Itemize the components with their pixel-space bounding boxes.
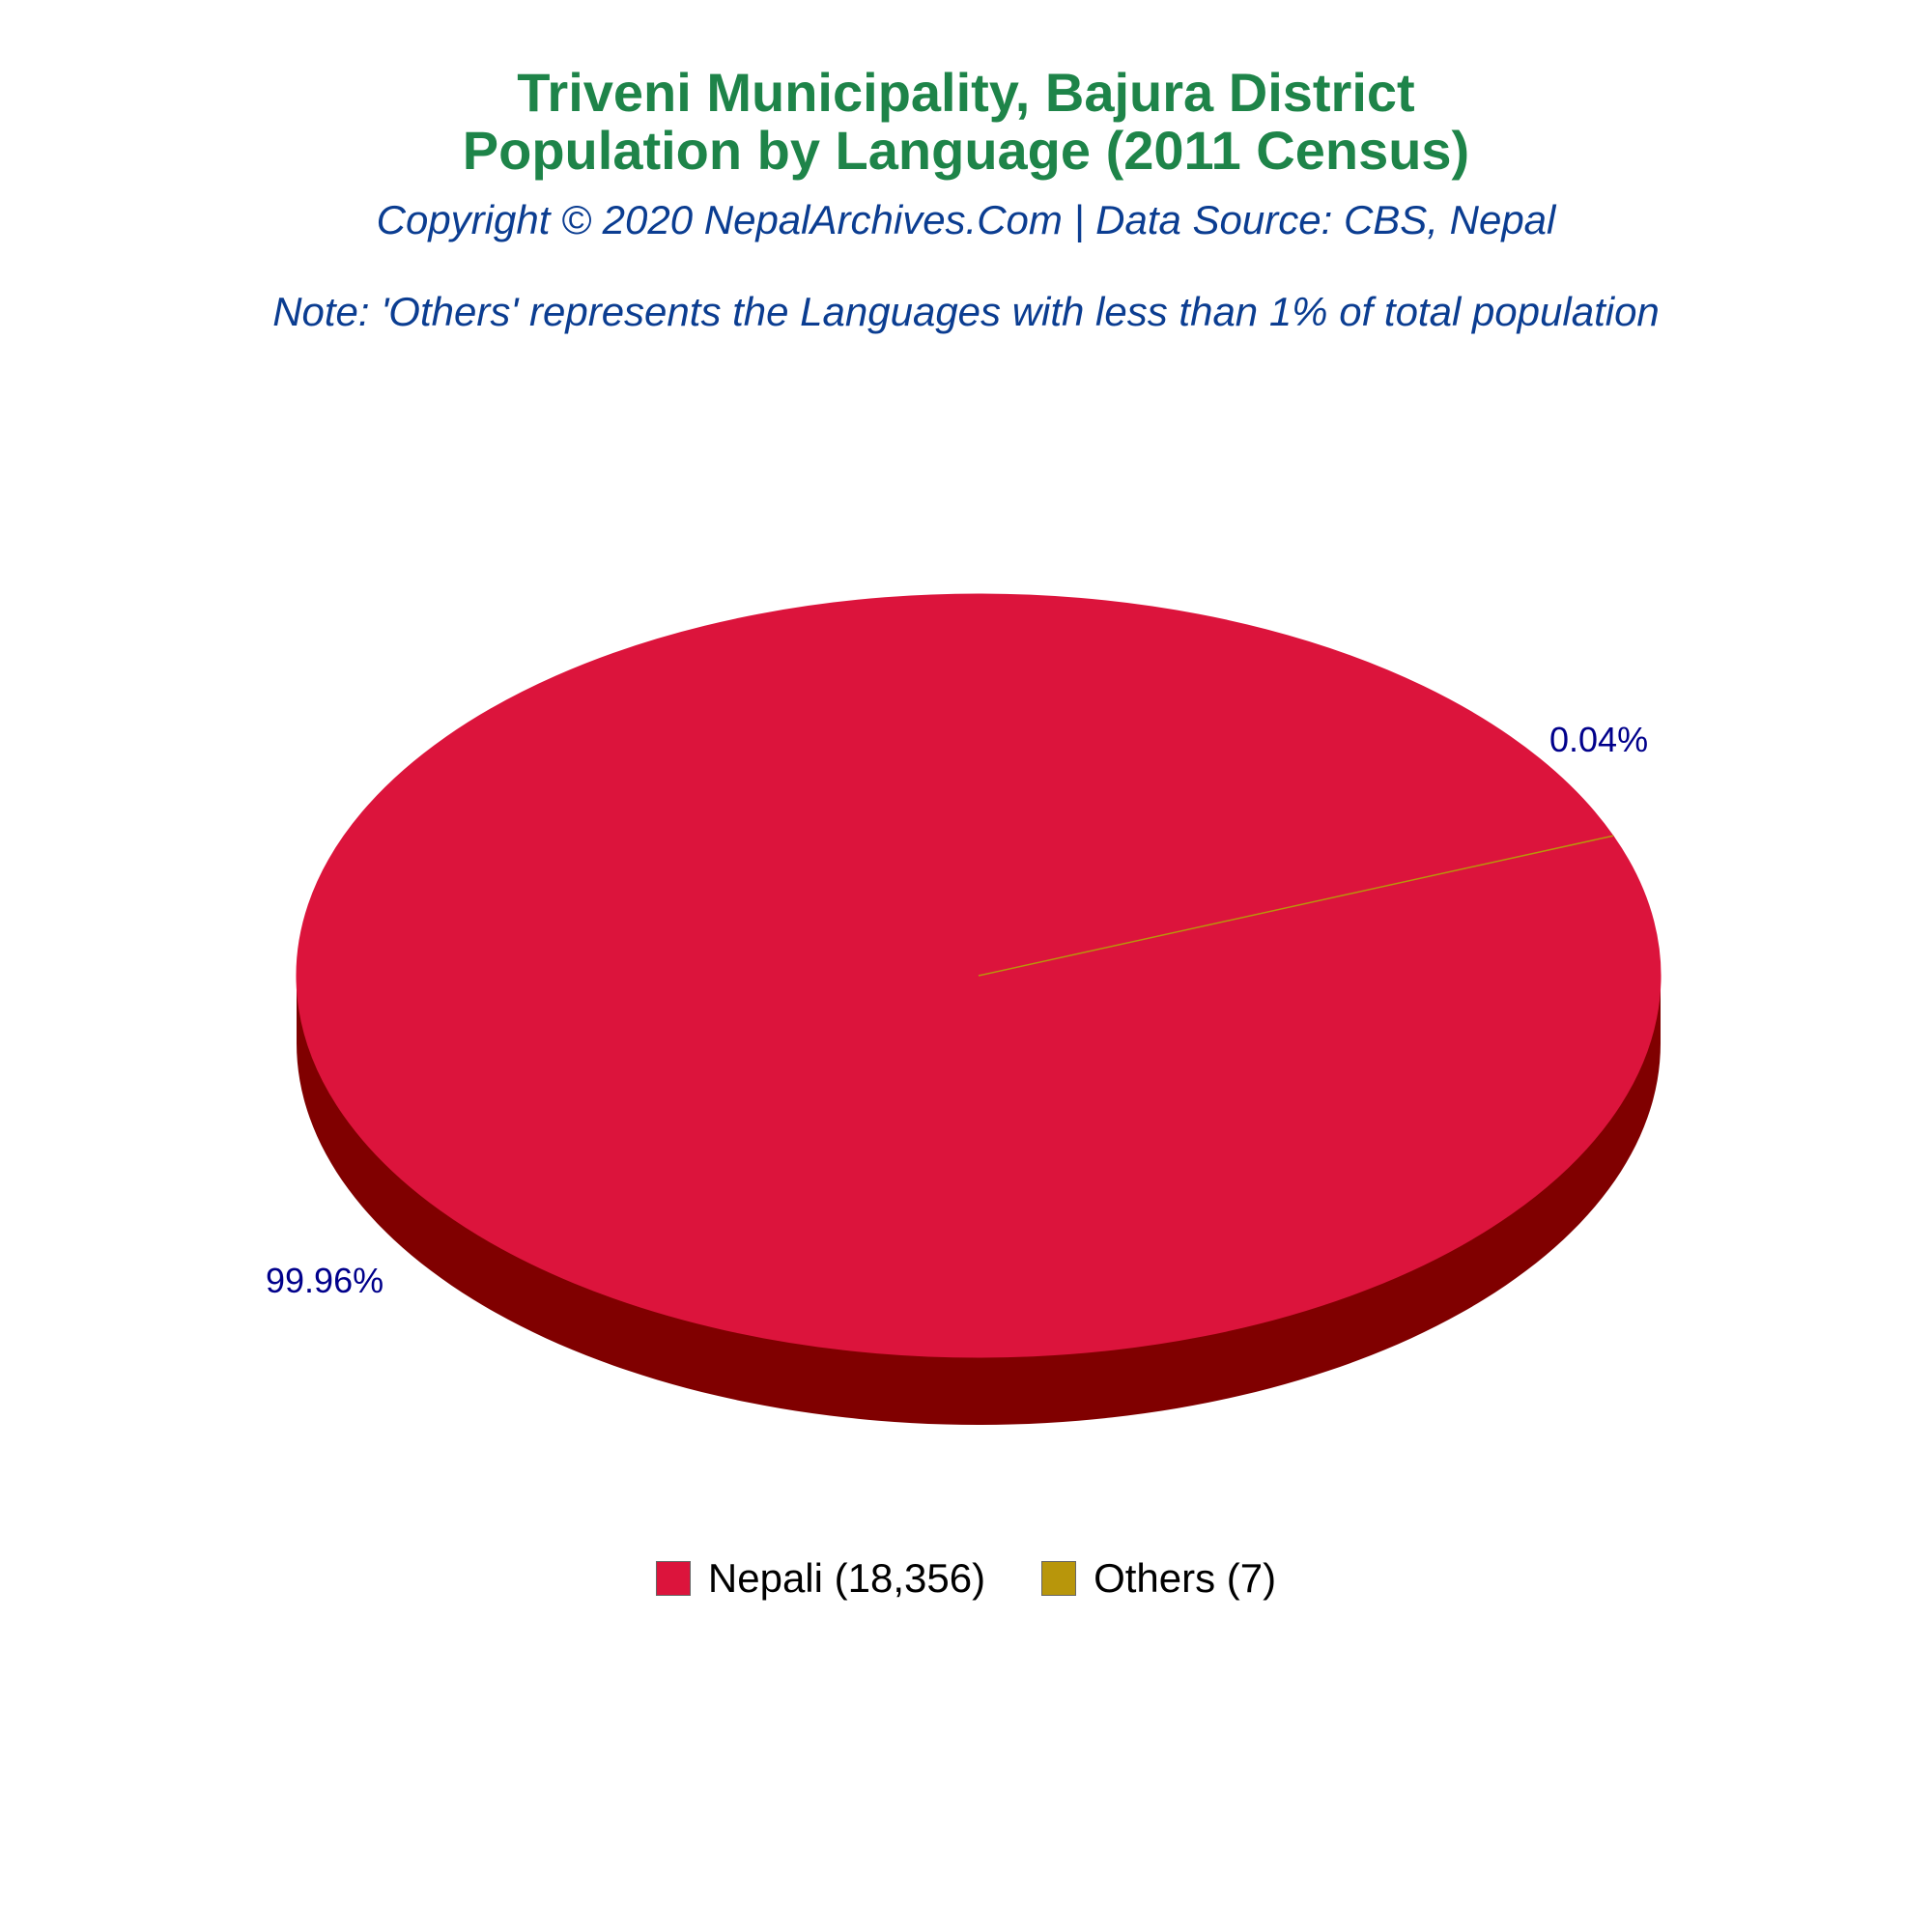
legend: Nepali (18,356) Others (7) xyxy=(0,1555,1932,1602)
pie-side-group xyxy=(297,976,1661,1425)
pie-slice-others-edge xyxy=(978,835,1614,977)
pie-labels-group: 99.96% 0.04% xyxy=(266,720,1648,1300)
legend-label-nepali: Nepali (18,356) xyxy=(707,1555,986,1601)
chart-title-line-2: Population by Language (2011 Census) xyxy=(462,120,1470,181)
note-text: Note: 'Others' represents the Languages … xyxy=(272,289,1660,334)
legend-swatch-nepali xyxy=(655,1561,691,1596)
chart-title-line-1: Triveni Municipality, Bajura District xyxy=(517,62,1415,123)
pie-side-rim xyxy=(297,976,1661,1425)
legend-item-others: Others (7) xyxy=(1041,1555,1276,1602)
legend-item-nepali: Nepali (18,356) xyxy=(655,1555,986,1602)
pie-top-group xyxy=(296,593,1662,1358)
copyright-text: Copyright © 2020 NepalArchives.Com | Dat… xyxy=(376,197,1556,242)
legend-swatch-others xyxy=(1041,1561,1077,1596)
slice-label-others: 0.04% xyxy=(1549,720,1648,759)
legend-label-others: Others (7) xyxy=(1094,1555,1277,1601)
slice-label-nepali: 99.96% xyxy=(266,1261,384,1300)
